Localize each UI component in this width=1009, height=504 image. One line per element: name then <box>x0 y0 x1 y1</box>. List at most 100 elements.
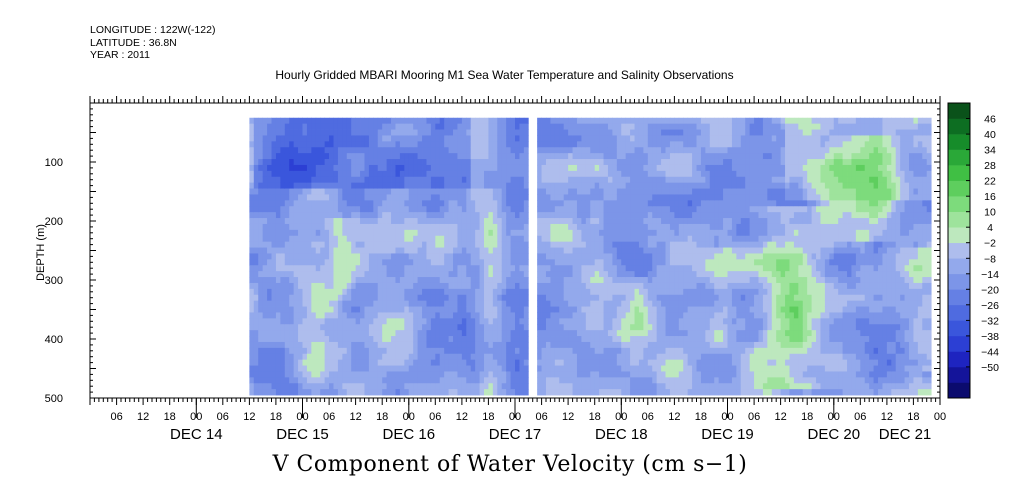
heatmap-cell <box>621 194 627 201</box>
heatmap-cell <box>360 206 365 213</box>
heatmap-cell <box>382 277 388 284</box>
heatmap-cell <box>315 182 321 189</box>
heatmap-cell <box>453 117 458 125</box>
heatmap-cell <box>461 223 467 231</box>
heatmap-cell <box>612 129 618 136</box>
heatmap-cell <box>523 318 529 325</box>
heatmap-cell <box>568 330 573 337</box>
heatmap-cell <box>289 318 295 325</box>
heatmap-cell <box>638 241 644 248</box>
heatmap-cell <box>271 182 277 189</box>
heatmap-cell <box>687 141 693 148</box>
heatmap-cell <box>302 164 308 172</box>
heatmap-cell <box>346 182 352 189</box>
heatmap-cell <box>399 365 405 372</box>
heatmap-cell <box>258 153 264 160</box>
heatmap-cell <box>373 212 379 219</box>
heatmap-cell <box>559 153 565 160</box>
heatmap-cell <box>324 347 330 355</box>
heatmap-cell <box>612 324 618 331</box>
heatmap-cell <box>696 353 702 361</box>
heatmap-cell <box>510 271 516 278</box>
heatmap-cell <box>678 265 684 272</box>
heatmap-cell <box>599 218 604 225</box>
heatmap-cell <box>298 212 303 219</box>
heatmap-cell <box>417 129 423 136</box>
heatmap-cell <box>607 206 613 213</box>
heatmap-cell <box>727 170 733 178</box>
heatmap-cell <box>607 294 613 302</box>
heatmap-cell <box>466 312 472 319</box>
heatmap-cell <box>723 176 728 184</box>
heatmap-cell <box>258 194 264 201</box>
heatmap-cell <box>444 347 449 355</box>
heatmap-cell <box>386 277 392 284</box>
heatmap-cell <box>444 247 449 254</box>
heatmap-cell <box>643 135 649 142</box>
heatmap-cell <box>391 135 396 142</box>
heatmap-cell <box>298 288 303 296</box>
heatmap-cell <box>346 312 352 319</box>
heatmap-cell <box>275 147 281 154</box>
heatmap-cell <box>537 188 542 195</box>
heatmap-cell <box>293 235 299 243</box>
heatmap-cell <box>683 159 689 166</box>
heatmap-cell <box>621 129 627 136</box>
heatmap-cell <box>351 212 357 219</box>
heatmap-cell <box>665 336 671 343</box>
heatmap-cell <box>457 300 463 307</box>
heatmap-cell <box>678 318 684 325</box>
heatmap-cell <box>484 336 489 343</box>
heatmap-cell <box>550 347 556 355</box>
heatmap-cell <box>253 200 259 207</box>
heatmap-cell <box>315 294 321 302</box>
heatmap-cell <box>479 377 485 384</box>
heatmap-cell <box>621 206 627 213</box>
heatmap-cell <box>665 306 671 313</box>
heatmap-cell <box>714 330 720 337</box>
heatmap-cell <box>329 206 334 213</box>
heatmap-cell <box>501 164 507 172</box>
heatmap-cell <box>545 389 551 396</box>
heatmap-cell <box>470 176 476 184</box>
heatmap-cell <box>652 353 658 361</box>
heatmap-cell <box>714 200 720 207</box>
heatmap-cell <box>413 170 419 178</box>
heatmap-cell <box>271 288 277 296</box>
heatmap-cell <box>439 365 445 372</box>
heatmap-cell <box>311 336 317 343</box>
heatmap-cell <box>585 218 591 225</box>
heatmap-cell <box>391 271 396 278</box>
heatmap-cell <box>399 330 405 337</box>
heatmap-cell <box>718 318 724 325</box>
heatmap-cell <box>435 218 441 225</box>
heatmap-cell <box>576 117 582 125</box>
heatmap-cell <box>497 353 503 361</box>
heatmap-cell <box>302 200 308 207</box>
heatmap-cell <box>306 353 312 361</box>
heatmap-cell <box>457 253 463 260</box>
heatmap-cell <box>612 318 618 325</box>
heatmap-cell <box>718 383 724 390</box>
heatmap-cell <box>289 135 295 142</box>
heatmap-cell <box>488 294 494 302</box>
heatmap-cell <box>585 164 591 172</box>
heatmap-cell <box>537 365 542 372</box>
heatmap-cell <box>377 377 383 384</box>
heatmap-cell <box>506 312 511 319</box>
heatmap-cell <box>346 159 352 166</box>
heatmap-cell <box>696 371 702 378</box>
heatmap-cell <box>368 241 374 248</box>
heatmap-cell <box>289 253 295 260</box>
heatmap-cell <box>576 206 582 213</box>
heatmap-cell <box>289 223 295 231</box>
heatmap-cell <box>696 288 702 296</box>
heatmap-cell <box>723 159 728 166</box>
heatmap-cell <box>315 147 321 154</box>
heatmap-cell <box>674 383 680 390</box>
heatmap-cell <box>665 359 671 366</box>
heatmap-cell <box>395 341 401 349</box>
heatmap-cell <box>351 117 357 125</box>
heatmap-cell <box>718 294 724 302</box>
heatmap-cell <box>572 229 578 237</box>
